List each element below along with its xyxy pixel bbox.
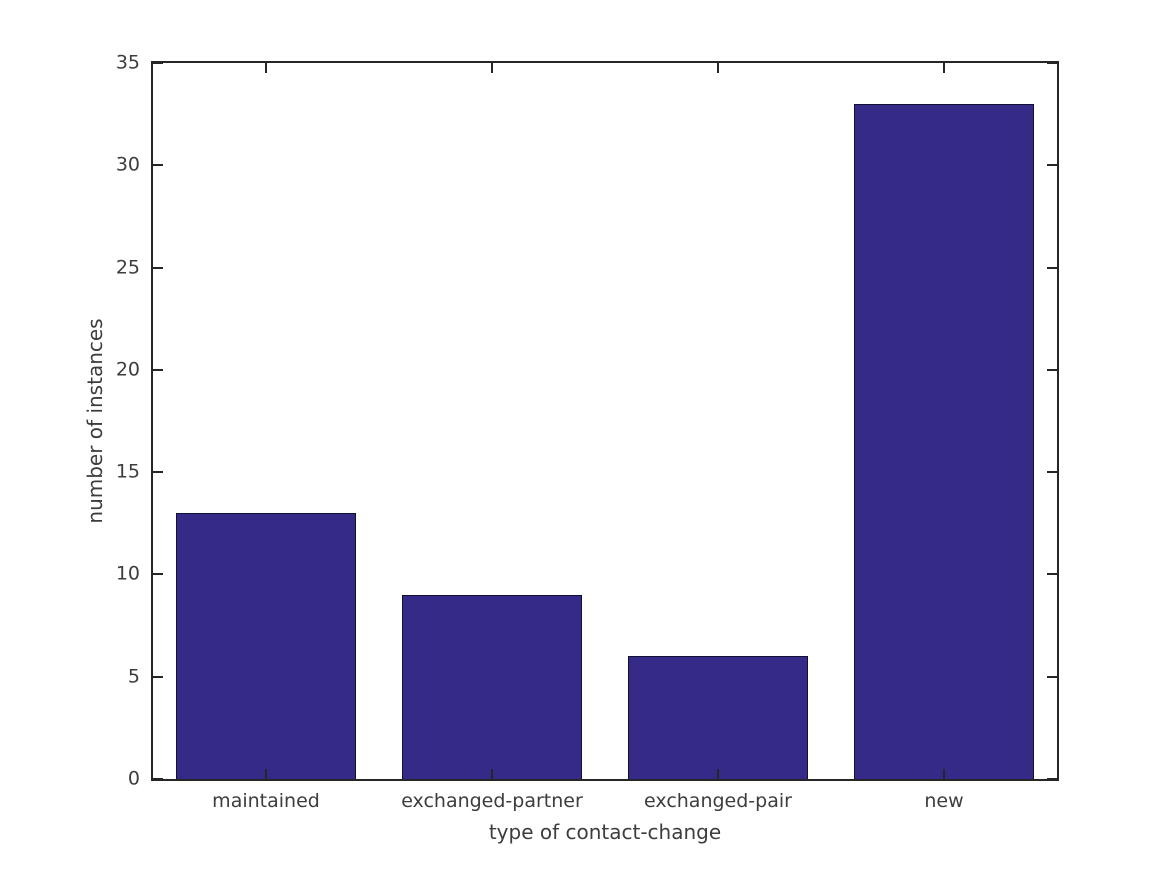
bar-new <box>853 103 1035 779</box>
x-tick-bottom <box>717 769 719 779</box>
bar-maintained <box>175 513 357 779</box>
x-tick-label: exchanged-partner <box>401 790 583 812</box>
x-tick-label: new <box>924 790 964 812</box>
y-tick-right <box>1047 675 1057 678</box>
bar-exchanged-partner <box>401 594 583 779</box>
x-tick-bottom <box>943 769 945 779</box>
plot-area: 0 5 10 15 20 25 30 35 maintained exchanged-partne… <box>83 53 1059 842</box>
y-tick-left <box>153 573 163 576</box>
x-tick-top <box>943 63 945 73</box>
x-axis-label: type of contact-change <box>488 820 722 844</box>
y-tick-label: 35 <box>115 51 140 74</box>
y-tick-label: 10 <box>115 562 140 585</box>
y-tick-label: 25 <box>115 256 140 279</box>
bar-exchanged-pair <box>627 656 809 779</box>
y-tick-right <box>1047 368 1057 371</box>
y-tick-left <box>153 675 163 678</box>
y-tick-left <box>153 471 163 474</box>
y-tick-label: 20 <box>115 358 140 381</box>
x-tick-bottom <box>491 769 493 779</box>
y-tick-left <box>153 164 163 167</box>
y-tick-label: 15 <box>115 460 140 483</box>
y-tick-label: 30 <box>115 153 140 176</box>
y-tick-right <box>1047 471 1057 474</box>
y-tick-left <box>153 62 163 64</box>
x-tick-bottom <box>265 769 267 779</box>
y-tick-left <box>153 778 163 780</box>
x-tick-top <box>265 63 267 73</box>
y-tick-right <box>1047 164 1057 167</box>
x-tick-top <box>717 63 719 73</box>
x-tick-top <box>491 63 493 73</box>
y-tick-right <box>1047 62 1057 64</box>
y-tick-label: 5 <box>127 665 140 688</box>
x-tick-label: maintained <box>212 790 320 812</box>
y-tick-right <box>1047 778 1057 780</box>
y-tick-right <box>1047 266 1057 269</box>
x-tick-label: exchanged-pair <box>644 790 792 812</box>
y-tick-left <box>153 266 163 269</box>
y-tick-left <box>153 368 163 371</box>
y-tick-label: 0 <box>127 767 140 790</box>
y-axis-label: number of instances <box>83 318 107 524</box>
y-tick-right <box>1047 573 1057 576</box>
